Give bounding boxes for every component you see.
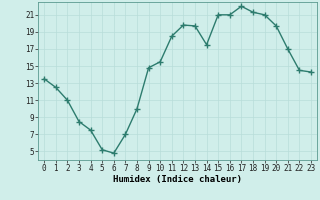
X-axis label: Humidex (Indice chaleur): Humidex (Indice chaleur) — [113, 175, 242, 184]
